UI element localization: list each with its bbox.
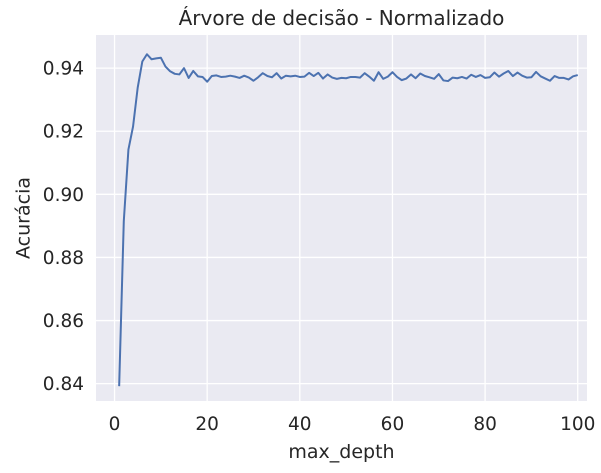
chart-title: Árvore de decisão - Normalizado	[179, 6, 505, 30]
x-tick-label: 60	[381, 414, 405, 435]
y-tick-label: 0.90	[43, 185, 84, 206]
y-tick-labels: 0.84 0.86 0.88 0.90 0.92 0.94	[43, 59, 84, 396]
y-tick-label: 0.94	[43, 59, 84, 80]
y-tick-label: 0.84	[43, 374, 84, 395]
y-tick-label: 0.86	[43, 311, 84, 332]
x-tick-label: 80	[473, 414, 497, 435]
x-tick-label: 40	[288, 414, 312, 435]
x-tick-labels: 0 20 40 60 80 100	[109, 414, 596, 435]
x-axis-label: max_depth	[288, 441, 394, 463]
series-line	[118, 53, 579, 387]
x-tick-label: 0	[109, 414, 121, 435]
plot-area	[96, 35, 587, 401]
x-tick-label: 20	[195, 414, 219, 435]
x-tick-label: 100	[560, 414, 595, 435]
grid-lines	[96, 35, 587, 401]
y-tick-label: 0.92	[43, 122, 84, 143]
y-axis-label: Acurácia	[13, 177, 35, 259]
y-tick-label: 0.88	[43, 248, 84, 269]
